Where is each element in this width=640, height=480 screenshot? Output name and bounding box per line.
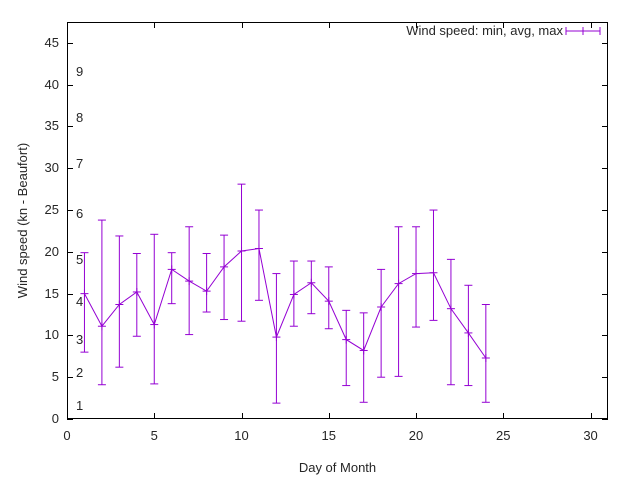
x-tick-mark [416,413,418,419]
y-tick-label: 5 [51,369,59,385]
x-tick-label: 15 [321,428,336,443]
x-tick-mark [241,22,243,28]
y-tick-label: 20 [44,243,59,259]
x-tick-mark [503,413,505,419]
x-tick-mark [328,22,330,28]
y-tick-mark [602,293,608,295]
x-tick-mark [241,413,243,419]
y-tick-mark [67,251,73,253]
x-tick-mark [67,22,68,28]
y-tick-mark [602,126,608,128]
x-tick-label: 0 [63,428,71,443]
beaufort-tick-label-6: 6 [76,206,84,222]
y-tick-label: 10 [44,327,59,343]
y-tick-mark [67,42,73,44]
y-tick-mark [67,126,73,128]
x-axis-title: Day of Month [298,460,377,475]
beaufort-tick-label-3: 3 [76,331,84,347]
y-tick-label: 25 [44,202,59,218]
beaufort-tick-label-1: 1 [76,398,84,414]
x-tick-label: 10 [234,428,249,443]
y-tick-label: 40 [44,76,59,92]
x-tick-mark [67,413,68,419]
legend-entry-wind-speed: Wind speed: min, avg, max [406,23,563,38]
beaufort-tick-label-2: 2 [76,365,84,381]
y-tick-mark [67,84,73,86]
y-tick-mark [602,377,608,379]
y-axis-title: Wind speed (kn - Beaufort) [15,142,30,299]
x-tick-label: 5 [150,428,158,443]
y-tick-mark [67,168,73,170]
y-tick-mark [602,42,608,44]
x-tick-label: 30 [583,428,598,443]
y-tick-mark [67,293,73,295]
beaufort-tick-label-9: 9 [76,64,84,80]
y-tick-label: 35 [44,118,59,134]
y-tick-mark [67,335,73,337]
x-tick-mark [328,413,330,419]
y-tick-mark [602,84,608,86]
y-tick-mark [67,419,73,420]
x-tick-mark [154,22,156,28]
y-tick-label: 30 [44,160,59,176]
y-tick-mark [602,251,608,253]
plot-area [67,22,608,419]
y-tick-mark [602,419,608,420]
beaufort-tick-label-8: 8 [76,110,84,126]
beaufort-tick-label-4: 4 [76,293,84,309]
y-tick-mark [67,210,73,212]
x-tick-label: 25 [496,428,511,443]
x-tick-mark [590,22,592,28]
x-tick-mark [590,413,592,419]
y-tick-label: 45 [44,34,59,50]
x-tick-mark [416,22,418,28]
x-tick-mark [154,413,156,419]
y-tick-mark [602,168,608,170]
beaufort-tick-label-7: 7 [76,156,84,172]
y-tick-label: 0 [51,411,59,426]
x-tick-mark [503,22,505,28]
x-tick-label: 20 [408,428,424,443]
y-tick-mark [602,335,608,337]
beaufort-tick-label-5: 5 [76,252,84,268]
y-tick-mark [67,377,73,379]
y-tick-mark [602,210,608,212]
y-tick-label: 15 [44,285,59,301]
